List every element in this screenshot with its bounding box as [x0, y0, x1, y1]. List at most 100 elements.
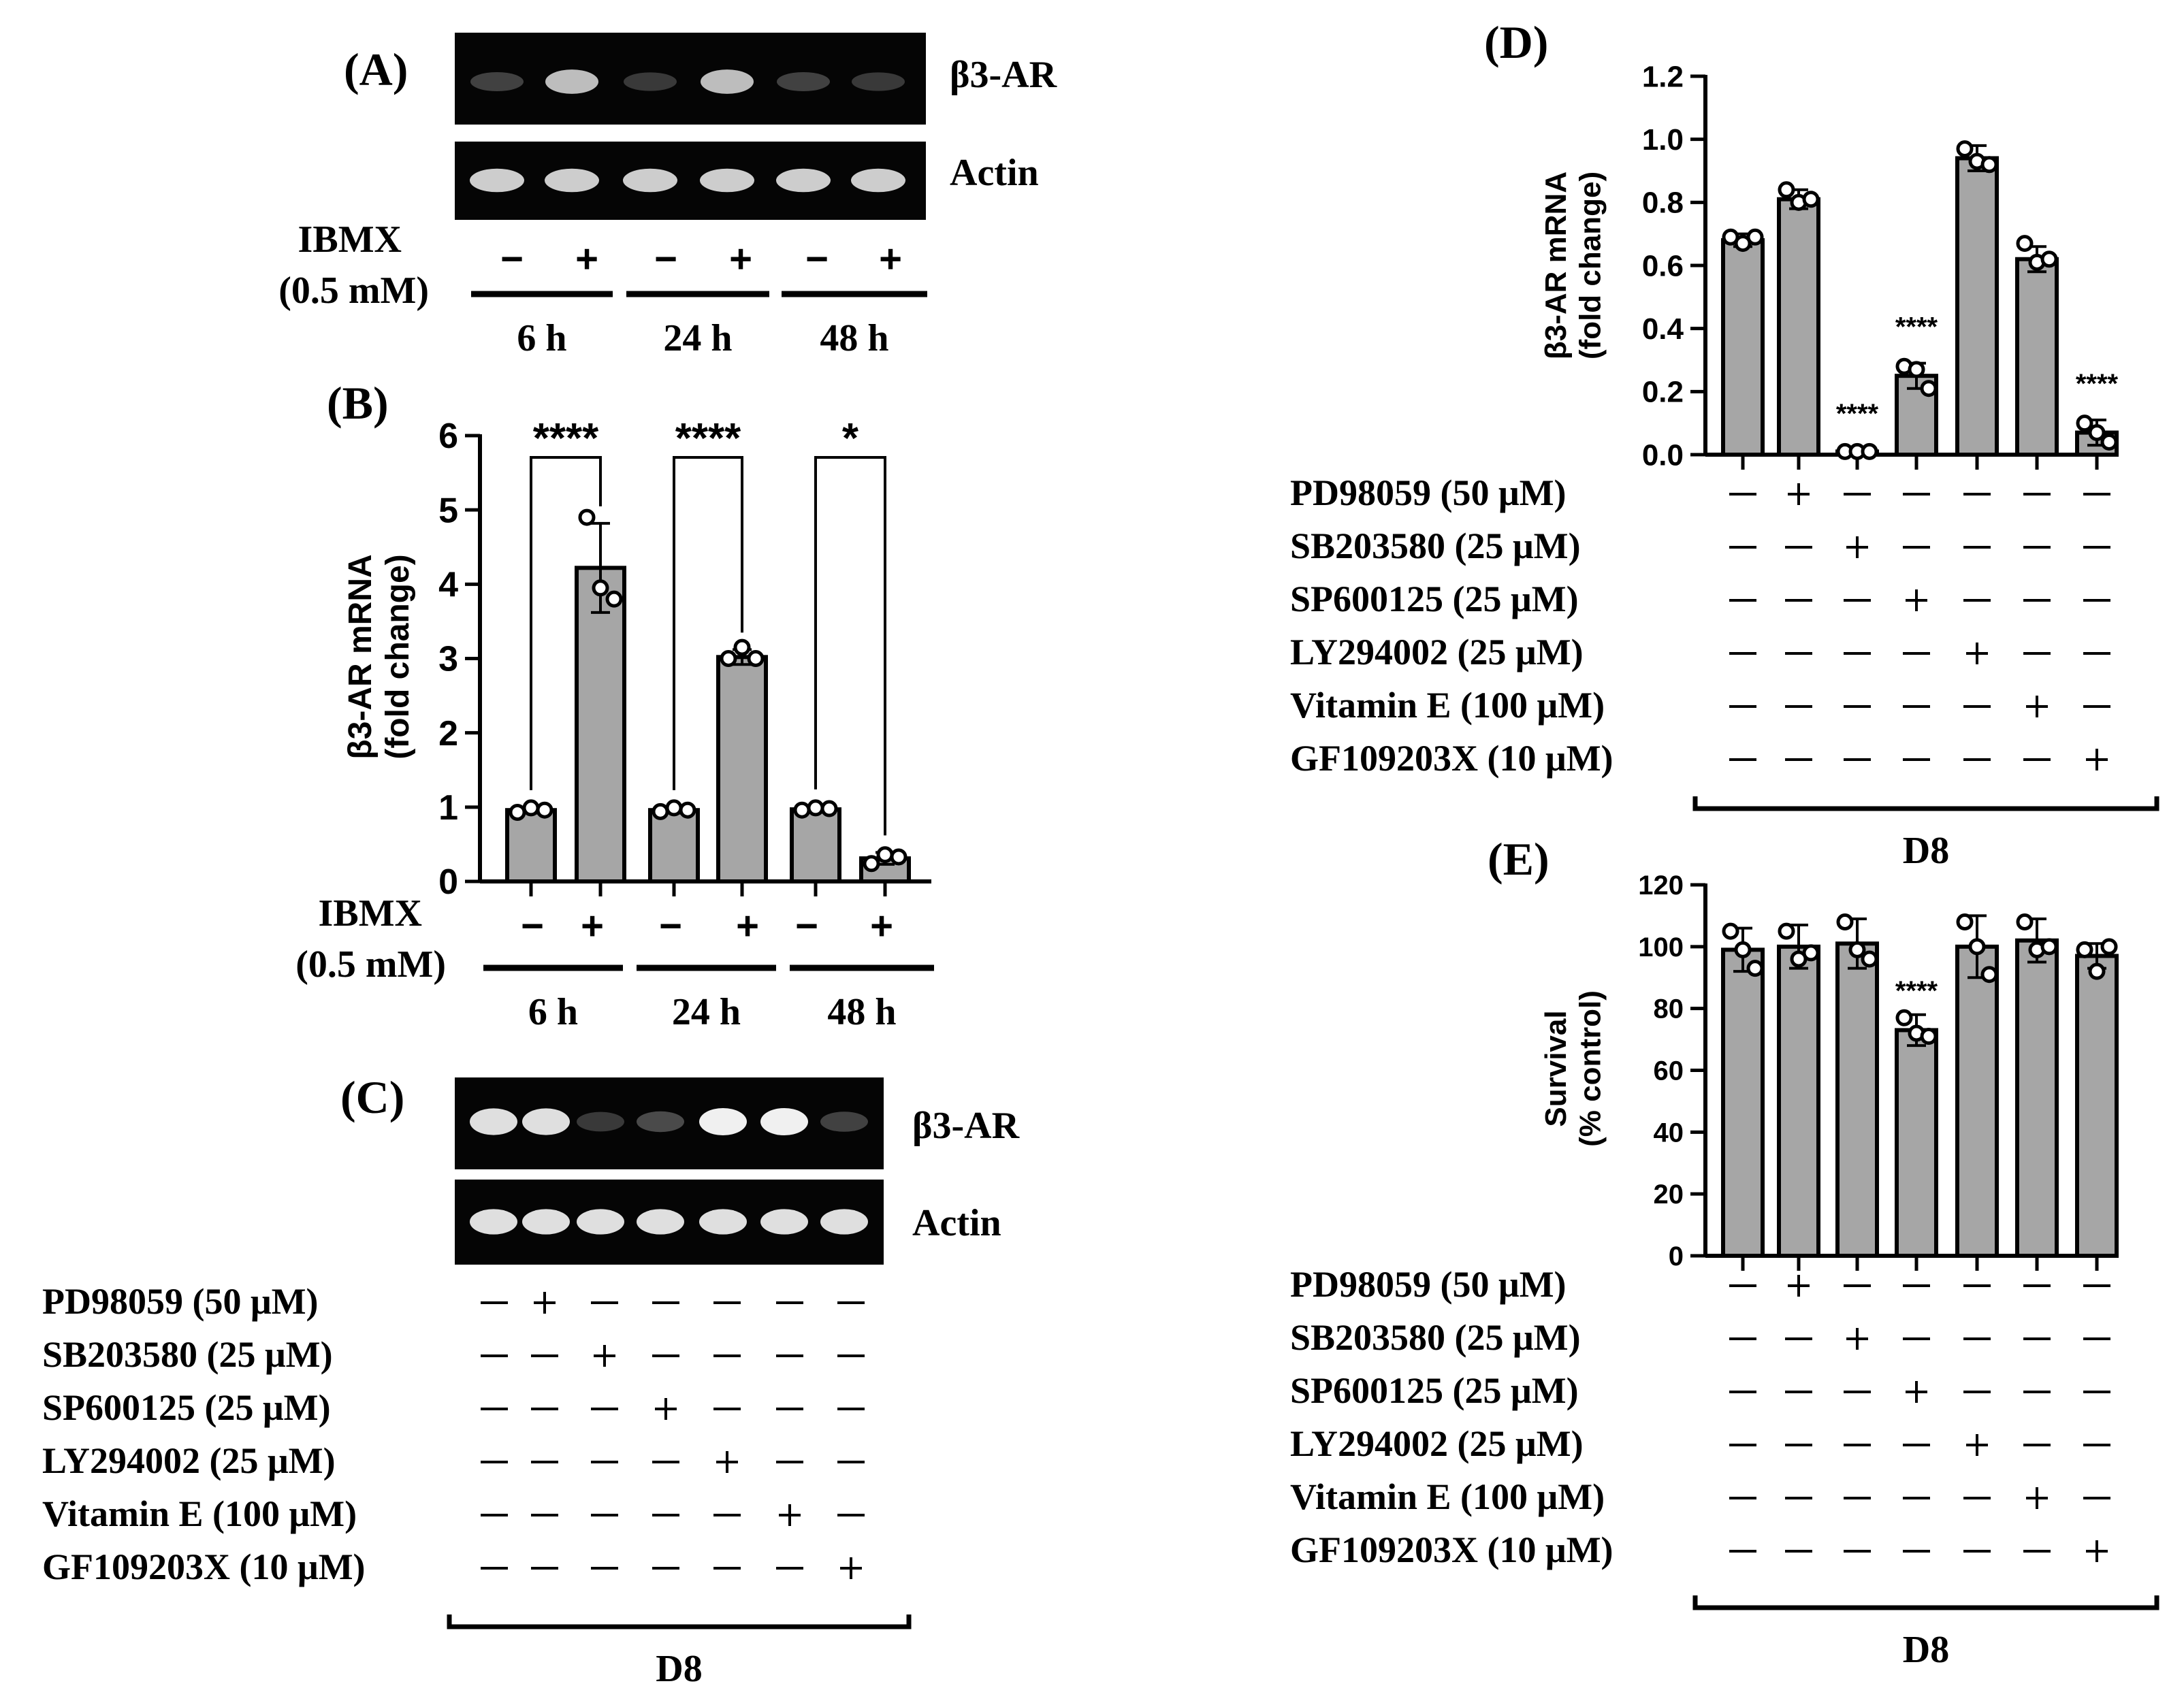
panel-b-significance-2: **** — [675, 415, 741, 462]
panel-c-treatment-table: PD98059 (50 μM) SB203580 (25 μM) SP600125 … — [42, 1281, 912, 1688]
panel-b-bar-1 — [505, 808, 557, 883]
panel-d-ylabel-line-2: (fold change) — [1574, 172, 1607, 359]
panel-e-point-5-3 — [1980, 966, 1998, 984]
panel-b-point-5-3 — [820, 800, 838, 817]
panel-b-sign-3: − — [659, 904, 682, 948]
panel-c-treatment-label-4: LY294002 (25 μM) — [42, 1440, 336, 1481]
panel-e-bar-2 — [1777, 944, 1820, 1259]
panel-b-point-6-3 — [890, 848, 908, 866]
panel-e-ylabel: Survival(% control) — [1539, 990, 1607, 1147]
panel-b-label: (B) — [327, 377, 389, 429]
panel-a: (A) β3-AR Actin IBMX (0.5 mM) − + − + − + 6 h… — [278, 33, 1057, 359]
panel-b-ylabel: β3-AR mRNA(fold change) — [342, 554, 416, 759]
panel-c-actin-band-5 — [699, 1209, 747, 1235]
panel-d-point-3-3 — [1861, 442, 1878, 460]
panel-a-treatment-label-1: IBMX — [298, 218, 402, 261]
panel-e-point-2-3 — [1802, 944, 1820, 962]
panel-c-treatment-label-2: SB203580 (25 μM) — [42, 1334, 333, 1375]
panel-e-point-2-1 — [1778, 922, 1795, 940]
panel-a-label: (A) — [344, 44, 408, 95]
panel-e-point-1-2 — [1734, 941, 1752, 958]
panel-e-ylabel: Survival(% control) — [1539, 990, 1607, 1147]
panel-a-actin-band-5 — [776, 168, 831, 193]
panel-a-b3ar-band-2 — [545, 69, 598, 94]
panel-d-point-1-3 — [1746, 228, 1764, 246]
panel-d-point-2-3 — [1802, 191, 1820, 208]
panel-c-label: (C) — [340, 1071, 404, 1123]
panel-b-point-4-1 — [720, 650, 737, 667]
panel-d-ytick-label-6: 1.0 — [1642, 123, 1684, 157]
panel-b-significance-1: **** — [533, 415, 599, 462]
panel-b-time-groups: 6 h 24 h 48 h — [483, 964, 934, 1033]
panel-b-sign-1: − — [521, 904, 544, 948]
panel-a-actin-band-1 — [470, 168, 524, 193]
panel-c-treatment-label-3: SP600125 (25 μM) — [42, 1387, 331, 1428]
panel-a-bands — [470, 69, 905, 193]
panel-b-signs: − + − + − + — [521, 904, 893, 948]
panel-e-ylabel-line-1: Survival — [1539, 1010, 1573, 1126]
panel-d-chart: 0.0 0.2 0.4 0.6 0.8 1.0 1.2 **** **** **** — [1642, 60, 2119, 472]
panel-c-b3ar-band-4 — [637, 1111, 684, 1133]
panel-e-ytick-label-6: 100 — [1638, 932, 1684, 962]
panel-a-b3ar-band-6 — [852, 72, 905, 91]
panel-b-sign-2: + — [581, 904, 604, 948]
panel-b-treatment-label-1: IBMX — [319, 892, 422, 935]
panel-d-treatment-label-4: LY294002 (25 μM) — [1290, 632, 1584, 672]
panel-c-actin-band-7 — [820, 1209, 868, 1235]
panel-e-ytick-label-3: 40 — [1654, 1118, 1684, 1148]
panel-d-ytick-label-4: 0.6 — [1642, 249, 1684, 282]
panel-e-ytick-label-1: 0 — [1669, 1241, 1684, 1271]
panel-c-group-label: D8 — [656, 1648, 702, 1688]
panel-d-point-7-1 — [2076, 415, 2093, 432]
panel-d-ytick-label-5: 0.8 — [1642, 186, 1684, 220]
panel-e-point-6-3 — [2040, 938, 2058, 956]
panel-d-bar-6 — [2015, 257, 2059, 457]
panel-b-point-2-2 — [592, 579, 609, 597]
panel-a-b3ar-band-4 — [701, 69, 754, 94]
panel-a-sign-6: + — [879, 237, 902, 281]
panel-b-ylabel: β3-AR mRNA(fold change) — [342, 554, 416, 759]
panel-c-b3ar-band-3 — [577, 1111, 624, 1132]
panel-a-actin-band-2 — [545, 168, 599, 193]
panel-b-ytick-label-3: 2 — [438, 714, 458, 753]
panel-d-label: (D) — [1484, 16, 1548, 68]
panel-a-b3ar-band-3 — [624, 72, 677, 91]
panel-c-b3ar-band-2 — [522, 1108, 570, 1135]
panel-d-ylabel: β3-AR mRNA(fold change) — [1539, 172, 1607, 359]
panel-d-ytick-label-7: 1.2 — [1642, 60, 1684, 93]
panel-e-ytick-label-4: 60 — [1654, 1056, 1684, 1086]
panel-b-point-3-2 — [665, 799, 683, 817]
panel-e-point-1-3 — [1746, 960, 1764, 977]
panel-c-gel-label-actin: Actin — [912, 1202, 1001, 1244]
panel-d-bar-1 — [1721, 238, 1765, 457]
panel-e-treatment-label-2: SB203580 (25 μM) — [1290, 1317, 1581, 1358]
panel-b-significance-bracket-1 — [530, 456, 602, 790]
panel-c-actin-band-4 — [637, 1209, 684, 1235]
panel-d-treatment-label-1: PD98059 (50 μM) — [1290, 472, 1567, 513]
panel-a-time-3: 48 h — [820, 317, 888, 359]
panel-d-group-label: D8 — [1903, 830, 1949, 872]
panel-a-gel-label-b3ar: β3-AR — [950, 54, 1057, 96]
panel-a-sign-2: + — [575, 237, 598, 281]
panel-d-point-6-3 — [2040, 250, 2058, 268]
panel-a-gel-b3ar — [455, 33, 926, 125]
panel-b-ylabel-line-2: (fold change) — [380, 554, 416, 759]
panel-c-treatment-label-6: GF109203X (10 μM) — [42, 1546, 366, 1587]
panel-a-sign-3: − — [654, 237, 677, 281]
panel-a-sign-4: + — [729, 237, 752, 281]
panel-e-treatment-label-1: PD98059 (50 μM) — [1290, 1264, 1567, 1305]
panel-c-gel-label-b3ar: β3-AR — [912, 1105, 1020, 1147]
panel-b-point-4-3 — [747, 650, 765, 667]
panel-b-point-3-1 — [652, 802, 669, 820]
panel-d-ytick-label-1: 0.0 — [1642, 438, 1684, 472]
panel-b-significance-3: * — [842, 415, 859, 462]
panel-b-point-6-2 — [876, 846, 894, 864]
panel-e-point-3-3 — [1861, 950, 1878, 968]
panel-c-b3ar-band-5 — [699, 1108, 747, 1135]
panel-e-treatment-label-6: GF109203X (10 μM) — [1290, 1529, 1613, 1570]
panel-b-point-4-2 — [733, 638, 751, 656]
panel-e-point-5-1 — [1956, 913, 1974, 930]
panel-d-treatment-label-6: GF109203X (10 μM) — [1290, 738, 1613, 779]
panel-d-ytick-label-3: 0.4 — [1642, 312, 1684, 346]
